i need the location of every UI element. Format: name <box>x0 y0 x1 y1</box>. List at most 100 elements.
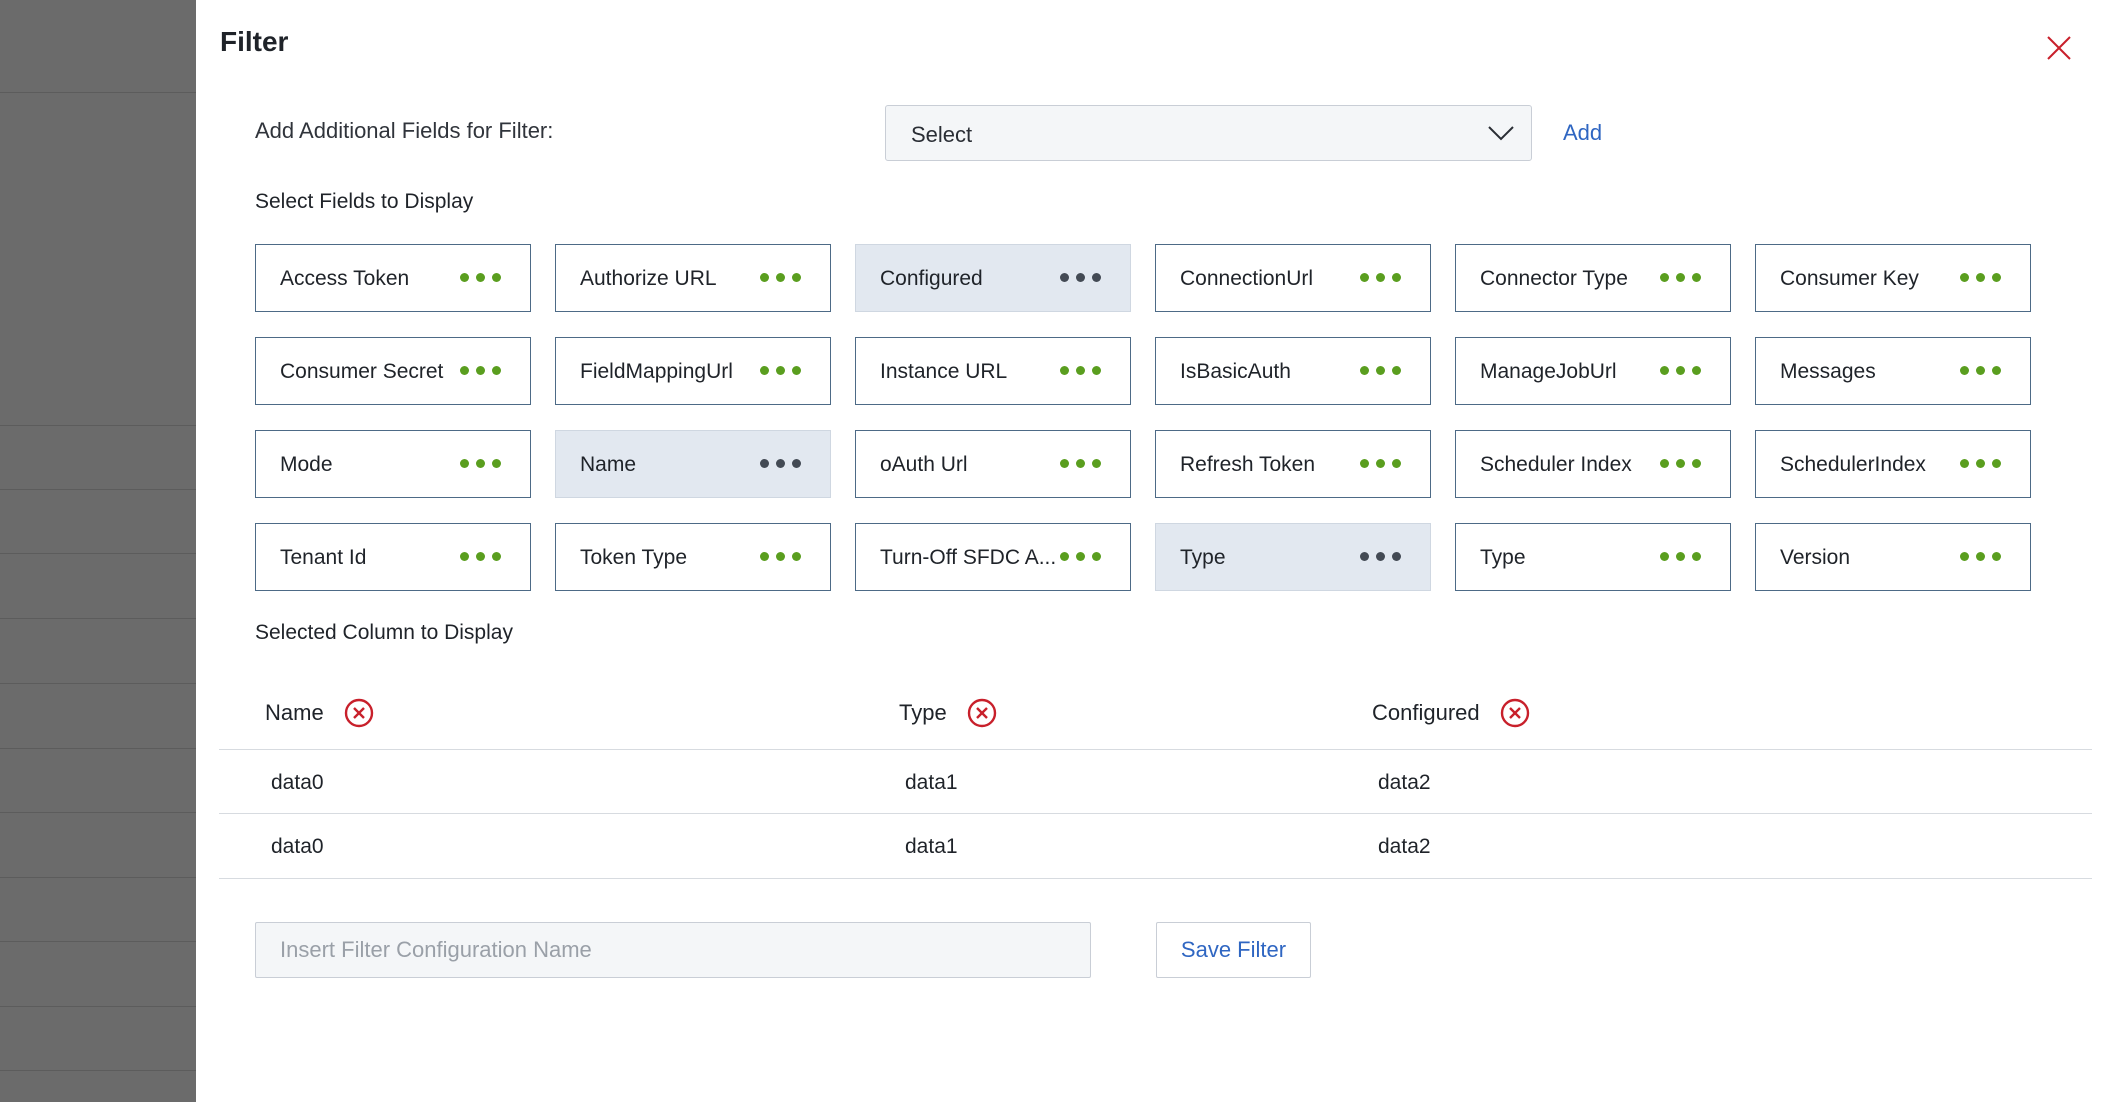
more-options-icon[interactable] <box>760 459 802 469</box>
filter-name-input[interactable] <box>255 922 1091 978</box>
field-chip-label: Messages <box>1780 360 1876 383</box>
dot-icon <box>1992 459 2001 468</box>
field-select-dropdown[interactable]: Select <box>885 105 1532 161</box>
dot-icon <box>1976 552 1985 561</box>
table-cell: data2 <box>1378 835 1431 858</box>
field-chip-label: Authorize URL <box>580 267 717 290</box>
field-chip[interactable]: Mode <box>255 430 531 498</box>
more-options-icon[interactable] <box>1660 459 1702 469</box>
dot-icon <box>1392 273 1401 282</box>
dot-icon <box>476 459 485 468</box>
field-chip[interactable]: Messages <box>1755 337 2031 405</box>
field-chip[interactable]: Name <box>555 430 831 498</box>
more-options-icon[interactable] <box>1360 366 1402 376</box>
dot-icon <box>1076 273 1085 282</box>
field-chip-label: oAuth Url <box>880 453 968 476</box>
field-chip[interactable]: Type <box>1455 523 1731 591</box>
dot-icon <box>492 552 501 561</box>
more-options-icon[interactable] <box>1960 366 2002 376</box>
dot-icon <box>792 552 801 561</box>
more-options-icon[interactable] <box>1360 459 1402 469</box>
field-chip[interactable]: Connector Type <box>1455 244 1731 312</box>
more-options-icon[interactable] <box>760 273 802 283</box>
field-chip[interactable]: FieldMappingUrl <box>555 337 831 405</box>
column-header-type: Type <box>899 698 997 728</box>
dot-icon <box>1360 366 1369 375</box>
more-options-icon[interactable] <box>1060 366 1102 376</box>
dot-icon <box>1960 459 1969 468</box>
table-divider <box>219 878 2092 879</box>
dot-icon <box>760 459 769 468</box>
dot-icon <box>1660 273 1669 282</box>
more-options-icon[interactable] <box>1060 552 1102 562</box>
dot-icon <box>1692 459 1701 468</box>
more-options-icon[interactable] <box>1060 273 1102 283</box>
field-chip[interactable]: Turn-Off SFDC A... <box>855 523 1131 591</box>
add-field-button[interactable]: Add <box>1563 120 1603 145</box>
dot-icon <box>1692 273 1701 282</box>
field-chip[interactable]: Tenant Id <box>255 523 531 591</box>
field-chip[interactable]: ManageJobUrl <box>1455 337 1731 405</box>
table-cell: data2 <box>1378 771 1431 794</box>
field-chip-label: Configured <box>880 267 983 290</box>
more-options-icon[interactable] <box>1960 273 2002 283</box>
dot-icon <box>1960 552 1969 561</box>
dot-icon <box>1660 459 1669 468</box>
table-cell: data0 <box>271 835 324 858</box>
field-chip-label: Tenant Id <box>280 546 367 569</box>
field-chip[interactable]: Consumer Secret <box>255 337 531 405</box>
field-chip[interactable]: Scheduler Index <box>1455 430 1731 498</box>
more-options-icon[interactable] <box>1960 552 2002 562</box>
field-chip[interactable]: Refresh Token <box>1155 430 1431 498</box>
more-options-icon[interactable] <box>760 552 802 562</box>
remove-column-icon[interactable] <box>344 698 374 728</box>
dot-icon <box>1992 366 2001 375</box>
more-options-icon[interactable] <box>460 552 502 562</box>
field-chip[interactable]: IsBasicAuth <box>1155 337 1431 405</box>
dot-icon <box>1960 273 1969 282</box>
field-chip[interactable]: ConnectionUrl <box>1155 244 1431 312</box>
field-chip[interactable]: Version <box>1755 523 2031 591</box>
dot-icon <box>476 552 485 561</box>
more-options-icon[interactable] <box>1660 552 1702 562</box>
more-options-icon[interactable] <box>1360 552 1402 562</box>
dot-icon <box>1060 273 1069 282</box>
dot-icon <box>792 273 801 282</box>
more-options-icon[interactable] <box>1360 273 1402 283</box>
more-options-icon[interactable] <box>760 366 802 376</box>
dot-icon <box>1376 552 1385 561</box>
remove-column-icon[interactable] <box>1500 698 1530 728</box>
field-chip-grid: Access Token Authorize URL Configured Conne… <box>255 244 2035 592</box>
field-chip[interactable]: Instance URL <box>855 337 1131 405</box>
field-chip[interactable]: oAuth Url <box>855 430 1131 498</box>
column-header-label: Configured <box>1372 700 1480 725</box>
column-header-configured: Configured <box>1372 698 1530 728</box>
dot-icon <box>1676 552 1685 561</box>
more-options-icon[interactable] <box>460 273 502 283</box>
dot-icon <box>1076 459 1085 468</box>
field-chip[interactable]: Configured <box>855 244 1131 312</box>
close-icon[interactable] <box>2044 33 2074 63</box>
more-options-icon[interactable] <box>1660 273 1702 283</box>
field-chip[interactable]: SchedulerIndex <box>1755 430 2031 498</box>
field-chip[interactable]: Token Type <box>555 523 831 591</box>
dot-icon <box>460 273 469 282</box>
dot-icon <box>1376 459 1385 468</box>
field-chip[interactable]: Access Token <box>255 244 531 312</box>
more-options-icon[interactable] <box>1960 459 2002 469</box>
dot-icon <box>476 273 485 282</box>
more-options-icon[interactable] <box>1660 366 1702 376</box>
dot-icon <box>1660 552 1669 561</box>
field-chip[interactable]: Type <box>1155 523 1431 591</box>
dot-icon <box>492 459 501 468</box>
dot-icon <box>1076 552 1085 561</box>
save-filter-button[interactable]: Save Filter <box>1156 922 1311 978</box>
remove-column-icon[interactable] <box>967 698 997 728</box>
column-header-label: Type <box>899 700 947 725</box>
more-options-icon[interactable] <box>460 459 502 469</box>
more-options-icon[interactable] <box>1060 459 1102 469</box>
more-options-icon[interactable] <box>460 366 502 376</box>
field-chip-label: FieldMappingUrl <box>580 360 733 383</box>
field-chip[interactable]: Authorize URL <box>555 244 831 312</box>
field-chip[interactable]: Consumer Key <box>1755 244 2031 312</box>
